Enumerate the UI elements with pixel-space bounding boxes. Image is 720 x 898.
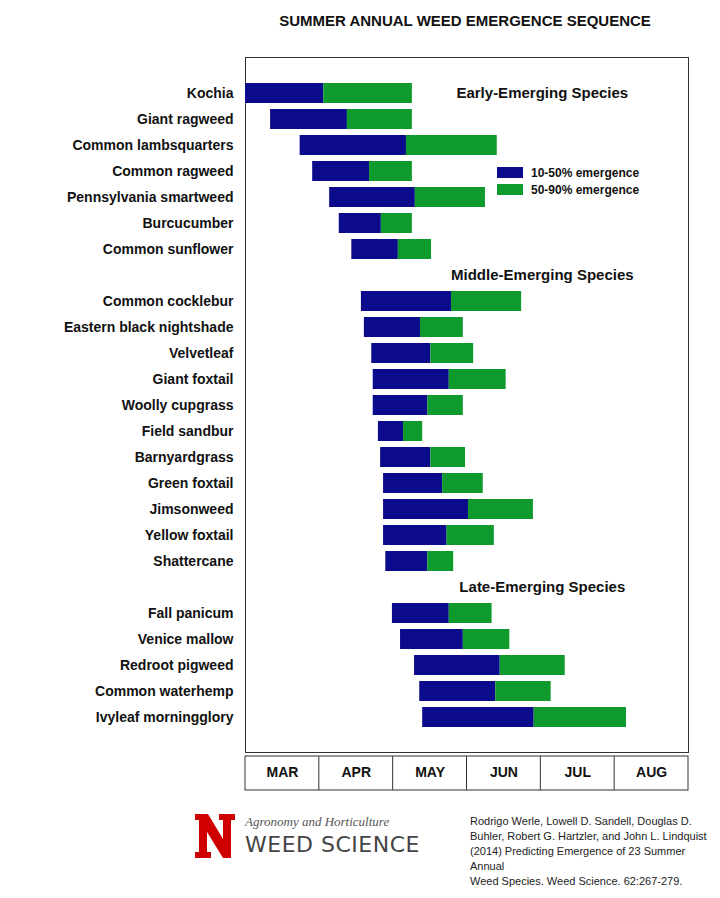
svg-text:Giant foxtail: Giant foxtail bbox=[153, 371, 234, 387]
svg-text:AUG: AUG bbox=[636, 764, 667, 780]
svg-text:MAY: MAY bbox=[415, 764, 445, 780]
svg-text:Common cocklebur: Common cocklebur bbox=[103, 293, 234, 309]
svg-text:Velvetleaf: Velvetleaf bbox=[169, 345, 234, 361]
svg-text:Green foxtail: Green foxtail bbox=[148, 475, 234, 491]
svg-text:Burcucumber: Burcucumber bbox=[142, 215, 234, 231]
html-text:Buhler, Robert G. Hartzler, an: Buhler, Robert G. Hartzler, and John L. … bbox=[470, 830, 707, 842]
svg-text:Fall panicum: Fall panicum bbox=[148, 605, 234, 621]
svg-text:Redroot pigweed: Redroot pigweed bbox=[120, 657, 234, 673]
html-text:Agronomy and Horticulture: Agronomy and Horticulture bbox=[245, 814, 390, 829]
svg-text:Common lambsquarters: Common lambsquarters bbox=[72, 137, 233, 153]
svg-text:Ivyleaf morningglory: Ivyleaf morningglory bbox=[96, 709, 234, 725]
svg-text:Early-Emerging Species: Early-Emerging Species bbox=[456, 84, 628, 101]
html-text:SUMMER ANNUAL WEED EMERGENCE S: SUMMER ANNUAL WEED EMERGENCE SEQUENCE bbox=[279, 12, 651, 29]
html-text:10-50% emergence: 10-50% emergence bbox=[531, 165, 640, 180]
svg-text:Shattercane: Shattercane bbox=[153, 553, 233, 569]
svg-text:Field sandbur: Field sandbur bbox=[142, 423, 234, 439]
svg-text:JUN: JUN bbox=[490, 764, 518, 780]
svg-text:APR: APR bbox=[341, 764, 371, 780]
html-text:Weed Species. Weed Science. 62: Weed Species. Weed Science. 62:267-279. bbox=[470, 875, 683, 887]
svg-text:MAR: MAR bbox=[266, 764, 298, 780]
svg-text:Common ragweed: Common ragweed bbox=[112, 163, 233, 179]
svg-text:Venice mallow: Venice mallow bbox=[138, 631, 234, 647]
html-text:WEED SCIENCE: WEED SCIENCE bbox=[245, 832, 420, 857]
svg-text:Barnyardgrass: Barnyardgrass bbox=[135, 449, 234, 465]
svg-text:Giant ragweed: Giant ragweed bbox=[137, 111, 233, 127]
svg-text:Common waterhemp: Common waterhemp bbox=[95, 683, 233, 699]
html-text:(2014) Predicting Emergence of: (2014) Predicting Emergence of 23 Summer… bbox=[470, 845, 686, 872]
svg-text:Woolly cupgrass: Woolly cupgrass bbox=[122, 397, 234, 413]
svg-text:Kochia: Kochia bbox=[187, 85, 234, 101]
svg-text:Yellow foxtail: Yellow foxtail bbox=[145, 527, 234, 543]
svg-text:JUL: JUL bbox=[565, 764, 592, 780]
html-text:50-90% emergence: 50-90% emergence bbox=[531, 182, 640, 197]
svg-text:Jimsonweed: Jimsonweed bbox=[149, 501, 233, 517]
svg-text:Eastern black nightshade: Eastern black nightshade bbox=[64, 319, 234, 335]
html-text:Rodrigo Werle, Lowell D. Sande: Rodrigo Werle, Lowell D. Sandell, Dougla… bbox=[470, 815, 692, 827]
svg-text:Middle-Emerging Species: Middle-Emerging Species bbox=[451, 266, 634, 283]
svg-text:Common sunflower: Common sunflower bbox=[103, 241, 234, 257]
svg-text:Late-Emerging Species: Late-Emerging Species bbox=[459, 578, 625, 595]
svg-text:Pennsylvania smartweed: Pennsylvania smartweed bbox=[67, 189, 234, 205]
